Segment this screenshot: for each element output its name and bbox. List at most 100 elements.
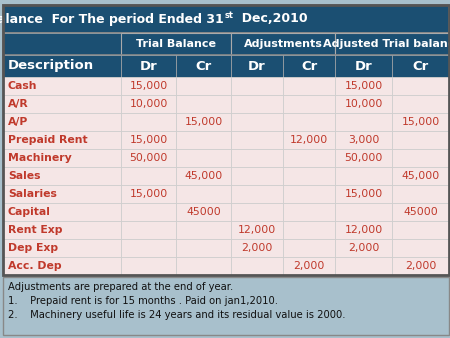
Bar [335, 113, 392, 131]
Bar [176, 221, 231, 239]
Bar [176, 149, 231, 167]
Text: 15,000: 15,000 [344, 81, 382, 91]
Text: 50,000: 50,000 [344, 153, 382, 163]
Bar [176, 113, 231, 131]
Bar [392, 221, 449, 239]
Bar [3, 277, 449, 335]
Bar [231, 131, 283, 149]
Text: A/R: A/R [8, 99, 29, 109]
Bar [3, 5, 449, 275]
Bar [3, 203, 121, 221]
Bar [231, 257, 283, 275]
Text: Dep Exp: Dep Exp [8, 243, 58, 253]
Bar [121, 167, 176, 185]
Bar [231, 185, 283, 203]
Text: Adjusted Trial balance: Adjusted Trial balance [323, 39, 450, 49]
Text: 12,000: 12,000 [290, 135, 328, 145]
Bar [176, 95, 231, 113]
Bar [3, 55, 121, 77]
Text: 2.    Machinery useful life is 24 years and its residual value is 2000.: 2. Machinery useful life is 24 years and… [8, 310, 346, 320]
Text: Cr: Cr [195, 59, 212, 72]
Text: 15,000: 15,000 [130, 189, 167, 199]
Text: 2,000: 2,000 [405, 261, 436, 271]
Bar [121, 239, 176, 257]
Text: Adjustments: Adjustments [243, 39, 323, 49]
Text: Dec,2010: Dec,2010 [233, 13, 308, 25]
Bar [121, 55, 176, 77]
Text: 3,000: 3,000 [348, 135, 379, 145]
Bar [3, 167, 121, 185]
Bar [335, 185, 392, 203]
Bar [121, 149, 176, 167]
Bar [283, 239, 335, 257]
Bar [231, 77, 283, 95]
Bar [121, 257, 176, 275]
Bar [3, 77, 121, 95]
Text: Prepaid Rent: Prepaid Rent [8, 135, 88, 145]
Bar [392, 239, 449, 257]
Bar [283, 167, 335, 185]
Bar [392, 113, 449, 131]
Bar [392, 95, 449, 113]
Bar [283, 149, 335, 167]
Bar [176, 239, 231, 257]
Bar [335, 239, 392, 257]
Text: st: st [225, 11, 234, 20]
Bar [283, 203, 335, 221]
Bar [176, 131, 231, 149]
Bar [335, 95, 392, 113]
Bar [231, 221, 283, 239]
Bar [3, 239, 121, 257]
Bar [3, 33, 449, 55]
Bar [121, 221, 176, 239]
Bar [283, 221, 335, 239]
Bar [392, 149, 449, 167]
Text: Sales: Sales [8, 171, 40, 181]
Bar [283, 113, 335, 131]
Text: Cr: Cr [301, 59, 317, 72]
Bar [335, 221, 392, 239]
Bar [3, 131, 121, 149]
Text: Machinery: Machinery [8, 153, 72, 163]
Bar [231, 55, 283, 77]
Text: Acc. Dep: Acc. Dep [8, 261, 62, 271]
Text: 10,000: 10,000 [344, 99, 382, 109]
Bar [283, 257, 335, 275]
Bar [392, 167, 449, 185]
Text: Salaries: Salaries [8, 189, 57, 199]
Text: Cash: Cash [8, 81, 37, 91]
Bar [3, 95, 121, 113]
Bar [121, 131, 176, 149]
Bar [283, 185, 335, 203]
Bar [176, 55, 231, 77]
Bar [176, 77, 231, 95]
Bar [392, 131, 449, 149]
Text: 45,000: 45,000 [184, 171, 223, 181]
Bar [121, 185, 176, 203]
Text: Trial Balance: Trial Balance [136, 39, 216, 49]
Bar [283, 55, 335, 77]
Bar [283, 131, 335, 149]
Bar [3, 221, 121, 239]
Text: 2,000: 2,000 [241, 243, 273, 253]
Bar [392, 55, 449, 77]
Bar [176, 203, 231, 221]
Bar [3, 149, 121, 167]
Text: 10,000: 10,000 [129, 99, 168, 109]
Bar [231, 203, 283, 221]
Bar [335, 203, 392, 221]
Text: 2,000: 2,000 [348, 243, 379, 253]
Bar [392, 77, 449, 95]
Text: Trial Balance  For The period Ended 31: Trial Balance For The period Ended 31 [0, 13, 224, 25]
Text: 15,000: 15,000 [401, 117, 440, 127]
Bar [176, 185, 231, 203]
Text: Dr: Dr [248, 59, 266, 72]
Bar [3, 5, 449, 33]
Bar [335, 77, 392, 95]
Bar [392, 185, 449, 203]
Text: 12,000: 12,000 [344, 225, 382, 235]
Bar [121, 77, 176, 95]
Text: 45000: 45000 [403, 207, 438, 217]
Bar [176, 257, 231, 275]
Bar [3, 33, 121, 55]
